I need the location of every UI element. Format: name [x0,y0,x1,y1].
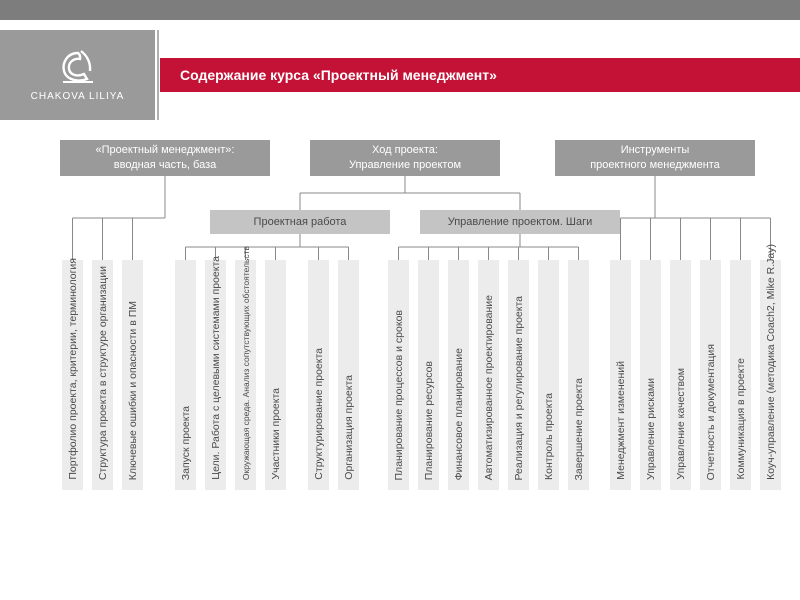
leaf-label: Контроль проекта [543,393,555,480]
level2-label: Проектная работа [254,216,347,228]
leaf-box: Запуск проекта [175,260,196,490]
leaf-label: Организация проекта [343,375,355,480]
leaf-box: Окружающая среда. Анализ сопутствующих о… [235,260,256,490]
leaf-label: Коуч-управление (методика Coach2, Mike R… [765,244,777,480]
level1-line1: Ход проекта: [372,143,438,158]
leaf-box: Финансовое планирование [448,260,469,490]
leaf-box: Контроль проекта [538,260,559,490]
brand-text: CHAKOVA LILIYA [31,91,125,102]
logo-block: CHAKOVA LILIYA [0,30,155,120]
level2-box: Проектная работа [210,210,390,234]
level1-line1: Инструменты [621,143,690,158]
leaf-box: Цели. Работа с целевыми системами проект… [205,260,226,490]
leaf-box: Планирование процессов и сроков [388,260,409,490]
title-bar: Содержание курса «Проектный менеджмент» [160,58,800,92]
leaf-label: Портфолио проекта, критерии, терминологи… [67,258,79,480]
level1-box: Инструментыпроектного менеджмента [555,140,755,176]
level1-box: Ход проекта:Управление проектом [310,140,500,176]
level1-box: «Проектный менеджмент»:вводная часть, ба… [60,140,270,176]
leaf-label: Реализация и регулирование проекта [513,296,525,481]
leaf-label: Запуск проекта [180,406,192,480]
leaf-label: Планирование процессов и сроков [393,310,405,480]
org-chart: «Проектный менеджмент»:вводная часть, ба… [0,130,800,600]
leaf-box: Участники проекта [265,260,286,490]
leaf-box: Управление рисками [640,260,661,490]
leaf-box: Ключевые ошибки и опасности в ПМ [122,260,143,490]
leaf-label: Участники проекта [270,388,282,480]
leaf-label: Управление качеством [675,368,687,480]
level1-line2: вводная часть, база [114,158,217,173]
leaf-label: Автоматизированное проектирование [483,295,495,480]
leaf-box: Менеджмент изменений [610,260,631,490]
leaf-label: Структурирование проекта [313,348,325,480]
leaf-label: Ключевые ошибки и опасности в ПМ [127,301,139,480]
leaf-box: Завершение проекта [568,260,589,490]
leaf-box: Портфолио проекта, критерии, терминологи… [62,260,83,490]
leaf-label: Управление рисками [645,378,657,480]
leaf-box: Коуч-управление (методика Coach2, Mike R… [760,260,781,490]
leaf-label: Структура проекта в структуре организаци… [97,266,109,480]
level1-line1: «Проектный менеджмент»: [96,143,235,158]
vertical-divider [157,30,159,120]
leaf-label: Менеджмент изменений [615,361,627,480]
leaf-box: Структура проекта в структуре организаци… [92,260,113,490]
level2-label: Управление проектом. Шаги [448,216,593,228]
leaf-label: Отчетность и документация [705,344,717,480]
top-stripe [0,0,800,20]
leaf-box: Реализация и регулирование проекта [508,260,529,490]
leaf-box: Коммуникация в проекте [730,260,751,490]
leaf-box: Организация проекта [338,260,359,490]
leaf-label: Коммуникация в проекте [735,358,747,480]
leaf-box: Отчетность и документация [700,260,721,490]
leaf-label: Завершение проекта [573,378,585,480]
page-title: Содержание курса «Проектный менеджмент» [180,67,497,83]
level1-line2: проектного менеджмента [590,158,720,173]
leaf-label: Цели. Работа с целевыми системами проект… [210,256,222,480]
leaf-box: Управление качеством [670,260,691,490]
leaf-box: Структурирование проекта [308,260,329,490]
leaf-label: Финансовое планирование [453,348,465,480]
leaf-box: Автоматизированное проектирование [478,260,499,490]
level2-box: Управление проектом. Шаги [420,210,620,234]
leaf-box: Планирование ресурсов [418,260,439,490]
logo-icon [57,49,99,85]
leaf-label: Окружающая среда. Анализ сопутствующих о… [241,246,251,480]
level1-line2: Управление проектом [349,158,461,173]
leaf-label: Планирование ресурсов [423,361,435,480]
